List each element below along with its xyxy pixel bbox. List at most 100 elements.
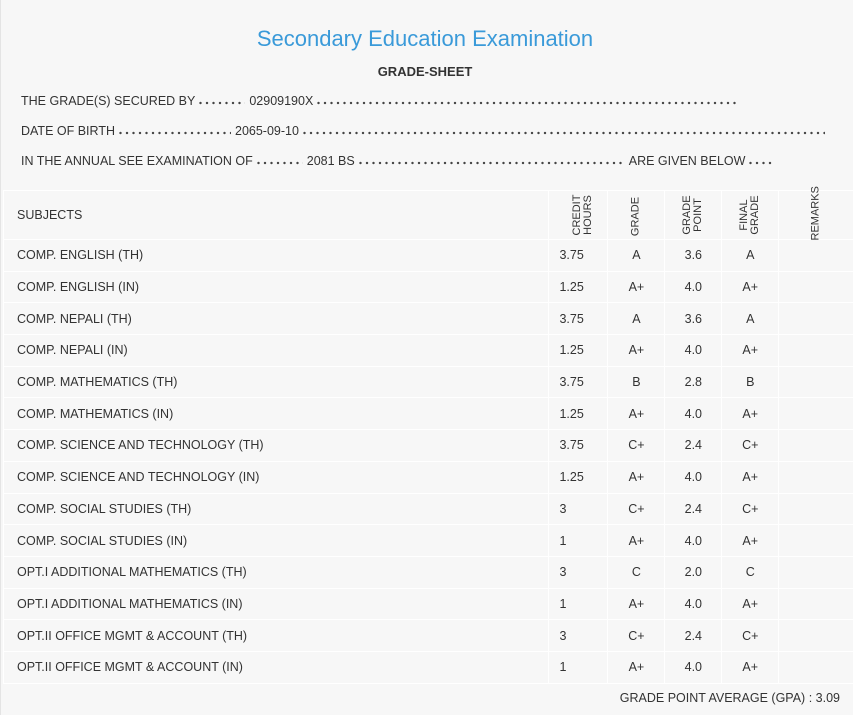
cell: A xyxy=(607,302,666,336)
cell: C+ xyxy=(607,619,666,652)
cell: A+ xyxy=(721,397,780,431)
cell: 3 xyxy=(548,492,609,526)
info-line: DATE OF BIRTH 2065-09-10 xyxy=(21,124,829,138)
cell: 3.75 xyxy=(548,365,609,399)
cell: 1.25 xyxy=(548,397,609,431)
grade-table: SUBJECTS CREDIT HOURS GRADE GRADE POINT FINA… xyxy=(2,186,853,684)
cell: C+ xyxy=(721,492,780,526)
subtitle: GRADE-SHEET xyxy=(377,64,473,79)
subject: COMP. ENGLISH (TH) xyxy=(2,239,550,272)
subject-row: COMP. NEPALI (TH) 3.75 A 3.6 A xyxy=(2,302,853,336)
cell: C+ xyxy=(607,429,666,462)
column-header-text: FINAL GRADE xyxy=(738,195,762,235)
leader xyxy=(749,155,776,165)
header-row: SUBJECTS CREDIT HOURS GRADE GRADE POINT FINA… xyxy=(2,186,853,241)
gpa-label: GRADE POINT AVERAGE (GPA) : xyxy=(619,691,813,705)
cell: 2.8 xyxy=(664,365,723,399)
info-value: 2065-09-10 xyxy=(235,124,299,138)
cell: 1 xyxy=(548,524,609,557)
cell: B xyxy=(607,365,666,399)
subject-row: COMP. SOCIAL STUDIES (IN) 1 A+ 4.0 A+ xyxy=(2,524,853,557)
subject: COMP. SOCIAL STUDIES (IN) xyxy=(2,524,550,557)
cell: A+ xyxy=(721,334,780,367)
cell: A+ xyxy=(607,334,666,367)
remarks-cell xyxy=(778,365,853,399)
remarks-cell xyxy=(778,524,853,557)
leader xyxy=(302,125,825,135)
cell: 4.0 xyxy=(664,524,723,557)
cell: 1.25 xyxy=(548,334,609,367)
leader xyxy=(199,95,246,105)
column-header: GRADE xyxy=(607,190,666,240)
subject: COMP. NEPALI (IN) xyxy=(2,334,550,367)
cell: 3.6 xyxy=(664,302,723,336)
cell: 4.0 xyxy=(664,334,723,367)
title: Secondary Education Examination xyxy=(256,26,594,51)
subject-row: OPT.II OFFICE MGMT & ACCOUNT (TH) 3 C+ 2.4 C… xyxy=(2,619,853,652)
cell: 3.75 xyxy=(548,239,609,272)
column-header-text: CREDIT HOURS xyxy=(571,194,595,236)
cell: A xyxy=(721,302,780,336)
cell: 1 xyxy=(548,587,609,621)
cell: 3 xyxy=(548,555,609,589)
subject: COMP. SCIENCE AND TECHNOLOGY (IN) xyxy=(2,460,550,494)
cell: 4.0 xyxy=(664,460,723,494)
info-line: IN THE ANNUAL SEE EXAMINATION OF 2081 BS A… xyxy=(21,154,779,168)
subject: COMP. MATHEMATICS (TH) xyxy=(2,365,550,399)
subject-row: COMP. SCIENCE AND TECHNOLOGY (IN) 1.25 A+ 4… xyxy=(2,460,853,494)
info-label: THE GRADE(S) SECURED BY xyxy=(21,94,196,108)
remarks-cell xyxy=(778,492,853,526)
cell: 3 xyxy=(548,619,609,652)
cell: C+ xyxy=(721,619,780,652)
cell: A xyxy=(607,239,666,272)
subject-row: OPT.I ADDITIONAL MATHEMATICS (TH) 3 C 2.0 C xyxy=(2,555,853,589)
subject: OPT.II OFFICE MGMT & ACCOUNT (TH) xyxy=(2,619,550,652)
info-label: DATE OF BIRTH xyxy=(21,124,115,138)
cell: 3.75 xyxy=(548,302,609,336)
subject: COMP. SCIENCE AND TECHNOLOGY (TH) xyxy=(2,429,550,462)
remarks-cell xyxy=(778,555,853,589)
cell: A+ xyxy=(721,650,780,684)
cell: C+ xyxy=(721,429,780,462)
cell: 4.0 xyxy=(664,270,723,304)
cell: 2.4 xyxy=(664,619,723,652)
subject-row: COMP. SCIENCE AND TECHNOLOGY (TH) 3.75 C+ 2… xyxy=(2,429,853,462)
column-header: FINAL GRADE xyxy=(721,190,780,240)
info-line: THE GRADE(S) SECURED BY 02909190X xyxy=(21,94,741,108)
column-header: SUBJECTS xyxy=(2,190,550,240)
cell: A+ xyxy=(607,270,666,304)
remarks-cell xyxy=(778,429,853,462)
cell: A+ xyxy=(721,460,780,494)
column-header: CREDIT HOURS xyxy=(548,190,609,240)
subject-row: COMP. MATHEMATICS (TH) 3.75 B 2.8 B xyxy=(2,365,853,399)
cell: C xyxy=(721,555,780,589)
cell: 2.4 xyxy=(664,492,723,526)
subject: OPT.II OFFICE MGMT & ACCOUNT (IN) xyxy=(2,650,550,684)
cell: C xyxy=(607,555,666,589)
subject-row: COMP. SOCIAL STUDIES (TH) 3 C+ 2.4 C+ xyxy=(2,492,853,526)
leader xyxy=(317,95,738,105)
cell: A+ xyxy=(721,524,780,557)
remarks-cell xyxy=(778,650,853,684)
cell: 1.25 xyxy=(548,460,609,494)
info-suffix: ARE GIVEN BELOW xyxy=(628,154,746,168)
subject-row: COMP. ENGLISH (TH) 3.75 A 3.6 A xyxy=(2,239,853,272)
cell: A+ xyxy=(721,270,780,304)
subject: OPT.I ADDITIONAL MATHEMATICS (TH) xyxy=(2,555,550,589)
gpa-value: 3.09 xyxy=(815,691,840,705)
gpa: GRADE POINT AVERAGE (GPA) : 3.09 xyxy=(620,691,840,705)
cell: A xyxy=(721,239,780,272)
cell: 3.6 xyxy=(664,239,723,272)
cell: 1.25 xyxy=(548,270,609,304)
leader xyxy=(256,155,303,165)
column-header-text: REMARKS xyxy=(809,186,822,241)
subject: OPT.I ADDITIONAL MATHEMATICS (IN) xyxy=(2,587,550,621)
subject-row: OPT.I ADDITIONAL MATHEMATICS (IN) 1 A+ 4.0 A… xyxy=(2,587,853,621)
cell: 4.0 xyxy=(664,587,723,621)
subject-row: COMP. ENGLISH (IN) 1.25 A+ 4.0 A+ xyxy=(2,270,853,304)
cell: A+ xyxy=(721,587,780,621)
remarks-cell xyxy=(778,587,853,621)
remarks-cell xyxy=(778,302,853,336)
remarks-cell xyxy=(778,270,853,304)
